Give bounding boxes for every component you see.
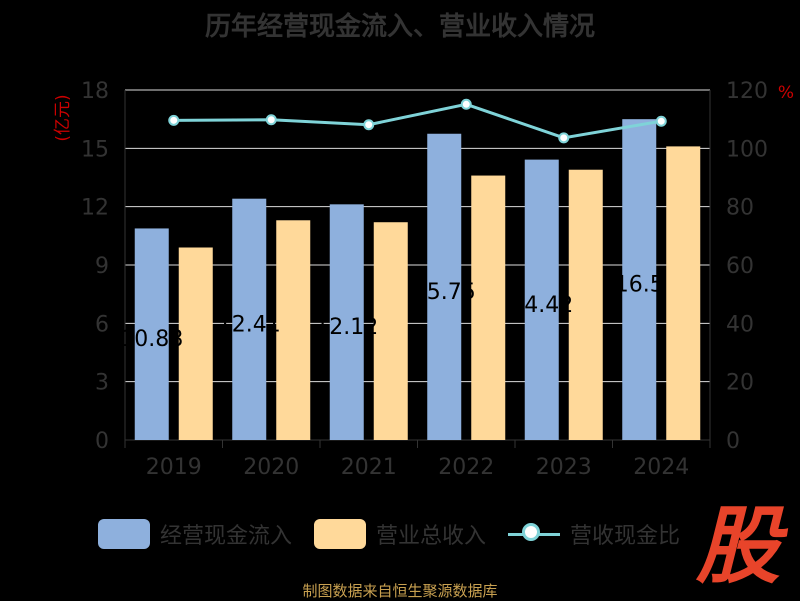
y-left-tick-label: 6	[95, 312, 109, 337]
y-right-tick-label: 20	[726, 371, 754, 396]
y-right-tick-label: 100	[726, 137, 768, 162]
y-left-tick-label: 0	[95, 429, 109, 454]
y-right-tick-label: 120	[726, 79, 768, 104]
bar-revenue	[276, 220, 311, 440]
bar-cash-inflow	[524, 159, 559, 440]
bar-data-label: 12.41	[218, 312, 281, 337]
chart-title: 历年经营现金流入、营业收入情况	[204, 12, 595, 42]
bar-cash-inflow	[232, 198, 267, 440]
y-right-tick-label: 60	[726, 254, 754, 279]
line-point-ratio	[168, 114, 180, 126]
legend-swatch-revenue	[314, 519, 367, 549]
x-tick-label: 2019	[146, 455, 202, 480]
y-left-tick-label: 18	[81, 79, 109, 104]
y-left-axis-label: (亿元)	[53, 94, 73, 141]
bar-revenue	[471, 175, 506, 441]
y-left-tick-label: 15	[81, 137, 109, 162]
y-left-tick-label: 12	[81, 196, 109, 221]
line-point-ratio	[265, 114, 277, 126]
bar-data-label: 15.75	[413, 280, 476, 305]
legend-item-revenue[interactable]: 营业总收入	[314, 518, 486, 550]
y-right-tick-label: 40	[726, 312, 754, 337]
legend-label-ratio: 营收现金比	[570, 524, 681, 549]
bar-revenue	[178, 247, 213, 440]
legend-swatch-cash-inflow	[98, 519, 150, 549]
x-tick-label: 2023	[536, 455, 592, 480]
x-tick-label: 2021	[341, 455, 397, 480]
y-right-axis-label: %	[778, 83, 794, 103]
line-point-ratio	[363, 119, 375, 131]
x-tick-label: 2024	[633, 455, 689, 480]
legend-label-cash-inflow: 经营现金流入	[160, 524, 293, 549]
y-right-tick-label: 0	[726, 429, 740, 454]
line-point-ratio	[558, 132, 570, 144]
bar-data-label: 16.5	[615, 273, 664, 298]
y-right-tick-label: 80	[726, 196, 754, 221]
y-left-tick-label: 9	[95, 254, 109, 279]
watermark-logo: 股	[695, 497, 780, 595]
y-left-tick-label: 3	[95, 371, 109, 396]
bar-cash-inflow	[329, 204, 364, 440]
bar-revenue	[666, 146, 701, 440]
bar-revenue	[373, 222, 408, 440]
legend-item-cash-inflow[interactable]: 经营现金流入	[98, 518, 292, 550]
bar-cash-inflow	[134, 228, 169, 440]
x-tick-label: 2022	[438, 455, 494, 480]
x-tick-label: 2020	[243, 455, 299, 480]
bar-data-label: 10.88	[120, 327, 183, 352]
bar-data-label: 14.42	[510, 293, 573, 318]
bar-cash-inflow	[622, 119, 657, 441]
source-footer: 制图数据来自恒生聚源数据库	[302, 582, 498, 600]
legend-swatch-ratio	[508, 519, 561, 549]
bar-revenue	[568, 169, 603, 440]
chart-legend: 经营现金流入 营业总收入 营收现金比	[98, 516, 680, 552]
bar-cash-inflow	[427, 133, 462, 440]
bar-data-label: 12.12	[315, 315, 378, 340]
line-ratio	[173, 102, 662, 140]
legend-item-ratio[interactable]: 营收现金比	[508, 518, 680, 550]
legend-label-revenue: 营业总收入	[376, 524, 487, 549]
line-point-ratio	[460, 98, 472, 110]
line-point-ratio	[655, 115, 667, 127]
